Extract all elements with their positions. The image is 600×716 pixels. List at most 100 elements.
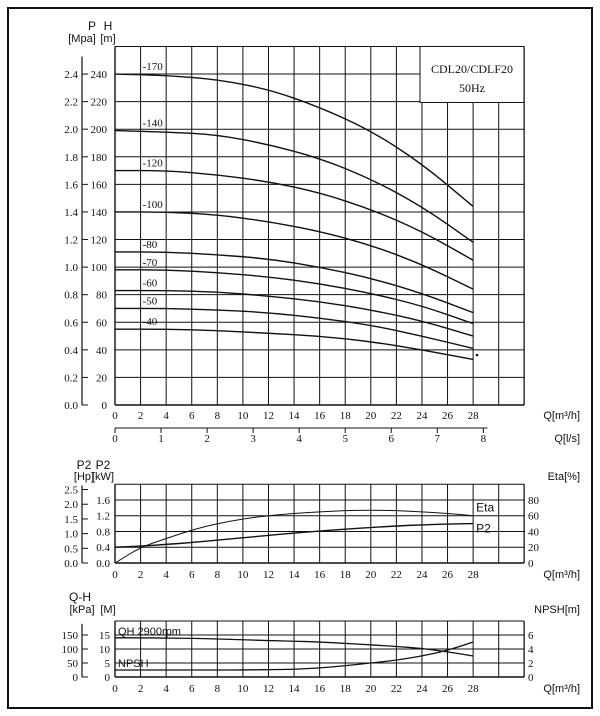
head-curve [114,129,474,243]
h-tick-label: 200 [91,124,108,136]
ls-tick-label: 5 [342,433,348,445]
p2-curve-label: P2 [476,522,491,536]
head-curve [115,328,474,361]
h-tick-label: 180 [91,152,108,164]
q-tick-label: 12 [263,569,274,581]
hp-tick-label: 2.5 [64,485,78,497]
ls-tick-label: 2 [204,433,210,445]
eta-tick-label: 20 [528,542,540,554]
kw-tick-label: 0.4 [96,542,110,554]
p-tick-label: 0.6 [64,317,78,329]
q-tick-label: 20 [365,569,377,581]
curve-label: -60 [143,278,158,290]
hp-axis-unit: [Hp] [74,471,94,483]
kpa-tick-label: 50 [67,658,79,670]
q-tick-label: 6 [189,410,195,422]
p-tick-label: 0.2 [64,372,78,384]
hp-tick-label: 0.5 [64,543,78,555]
npsh-tick-label: 4 [528,644,534,656]
q-tick-label: 8 [215,569,221,581]
head-curve [115,169,474,261]
p-axis-unit: [Mpa] [68,33,96,45]
curve-label: -120 [143,158,164,170]
ls-tick-label: 1 [158,433,164,445]
q-tick-label: 12 [263,410,274,422]
curve-label: -70 [143,257,158,269]
npsh-tick-label: 2 [528,658,534,670]
p-tick-label: 2.4 [64,69,78,81]
h-tick-label: 20 [96,372,108,384]
q-tick-label: 16 [314,683,326,695]
q-axis-label: Q[m³/h] [543,683,580,695]
hp-tick-label: 1.0 [64,529,78,541]
q-tick-label: 22 [391,683,402,695]
m-tick-label: 5 [105,658,111,670]
p-tick-label: 1.2 [64,235,78,247]
q-tick-label: 10 [237,410,249,422]
q-tick-label: 18 [340,569,352,581]
m-tick-label: 15 [99,630,111,642]
q-tick-label: 0 [112,683,118,695]
m-tick-label: 0 [105,672,111,684]
curve-label: -80 [143,239,158,251]
q-tick-label: 16 [314,569,326,581]
q-tick-label: 2 [138,569,144,581]
q-tick-label: 2 [138,683,144,695]
eta-curve-label: Eta [476,501,494,515]
eta-tick-label: 0 [528,558,534,570]
q-tick-label: 22 [391,410,402,422]
q-tick-label: 0 [112,569,118,581]
q-tick-label: 28 [468,569,480,581]
q-tick-label: 4 [163,683,169,695]
npsh-tick-label: 6 [528,630,534,642]
kw-tick-label: 0.0 [96,558,110,570]
q-tick-label: 10 [237,683,249,695]
q-tick-label: 6 [189,683,195,695]
eta-tick-label: 40 [528,526,540,538]
h-tick-label: 220 [91,97,108,109]
h-tick-label: 60 [96,317,108,329]
qh-curve-label: QH 2900rpm [118,626,181,638]
head-curve [114,73,474,207]
q-tick-label: 12 [263,683,274,695]
p-tick-label: 1.4 [64,207,78,219]
p-tick-label: 1.0 [64,262,78,274]
h-axis-label: H [104,19,113,33]
m-tick-label: 10 [99,644,111,656]
curve-label: -100 [143,199,164,211]
head-curve [114,211,474,290]
q-tick-label: 0 [112,410,118,422]
q-tick-label: 24 [416,410,428,422]
ls-tick-label: 7 [435,433,441,445]
q-tick-label: 20 [365,683,377,695]
p-tick-label: 1.8 [64,152,78,164]
head-curve [114,251,474,314]
q-tick-label: 14 [289,569,301,581]
npsh-curve-label: NPSH [118,658,149,670]
npsh-tick-label: 0 [528,672,534,684]
npsh-axis-label: NPSH[m] [534,604,580,616]
h-tick-label: 160 [91,179,108,191]
head-curve [115,289,474,337]
curve-label: -140 [143,118,164,130]
kpa-axis-unit: [kPa] [69,604,94,616]
p-tick-label: 2.2 [64,97,78,109]
ls-tick-label: 4 [296,433,302,445]
stray-dot [475,353,479,357]
ls-tick-label: 6 [389,433,395,445]
h-tick-label: 120 [91,235,108,247]
q-tick-label: 6 [189,569,195,581]
kw-tick-label: 1.6 [96,495,110,507]
q-tick-label: 10 [237,569,249,581]
h-tick-label: 100 [91,262,108,274]
outer-frame [7,7,593,709]
h-tick-label: 240 [91,69,108,81]
q-tick-label: 4 [163,569,169,581]
eta-tick-label: 60 [528,511,540,523]
p-tick-label: 0.4 [64,345,78,357]
q-axis-label: Q[m³/h] [543,410,580,422]
ls-tick-label: 3 [250,433,256,445]
q-tick-label: 8 [215,683,221,695]
